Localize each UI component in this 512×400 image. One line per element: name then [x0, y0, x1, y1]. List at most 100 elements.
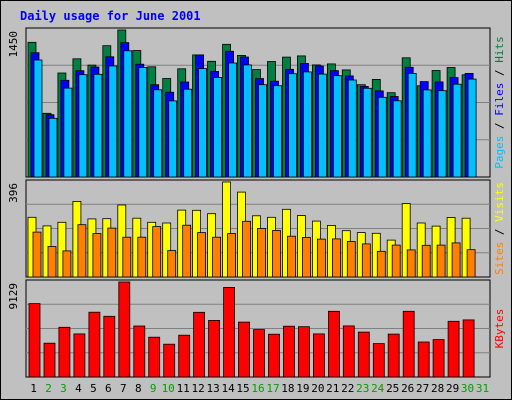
x-tick-label: 25 — [386, 382, 399, 395]
x-tick-label: 16 — [251, 382, 264, 395]
panel-2: 396 Sites / Visits — [7, 179, 506, 278]
panel-3: 9129 KBytes — [7, 279, 506, 378]
bar-kbytes-day-15 — [238, 321, 250, 378]
x-tick-label: 9 — [150, 382, 157, 395]
x-tick-label: 24 — [371, 382, 385, 395]
x-tick-label: 28 — [431, 382, 444, 395]
x-tick-label: 11 — [177, 382, 190, 395]
x-tick-label: 13 — [206, 382, 219, 395]
bar-pages-day-23 — [362, 87, 372, 178]
series-label-files: Files — [493, 83, 506, 116]
bar-sites-day-27 — [421, 244, 431, 278]
bar-visits-day-30 — [461, 217, 471, 278]
panel-series-label: Pages / Files / Hits — [493, 36, 506, 169]
series-label-sites: Sites — [493, 242, 506, 275]
x-tick-label: 31 — [476, 382, 489, 395]
bar-sites-day-6 — [107, 227, 117, 278]
bar-sites-day-10 — [167, 250, 177, 278]
bar-pages-day-29 — [452, 83, 462, 178]
x-tick-label: 3 — [60, 382, 67, 395]
bar-sites-day-15 — [242, 220, 251, 278]
bar-sites-day-4 — [77, 224, 87, 278]
series-label-visits: Visits — [493, 182, 506, 222]
bar-sites-day-22 — [346, 241, 356, 278]
bar-kbytes-day-8 — [133, 325, 146, 378]
bar-pages-day-3 — [63, 87, 73, 178]
bar-sites-day-14 — [227, 233, 237, 278]
x-tick-label: 26 — [401, 382, 414, 395]
series-label-pages: Pages — [493, 136, 506, 169]
chart-title: Daily usage for June 2001 — [20, 9, 201, 23]
bar-pages-day-27 — [422, 89, 432, 178]
bar-pages-day-25 — [392, 100, 402, 178]
bar-pages-day-16 — [258, 84, 267, 178]
bar-kbytes-day-1 — [28, 303, 41, 378]
bar-visits-day-3 — [57, 221, 67, 278]
x-tick-label: 14 — [221, 382, 235, 395]
bar-kbytes-day-11 — [178, 334, 191, 378]
panel-series-label: KBytes — [493, 309, 506, 349]
x-tick-label: 12 — [191, 382, 204, 395]
x-tick-label: 2 — [45, 382, 52, 395]
bar-pages-day-22 — [347, 79, 357, 178]
bar-kbytes-day-29 — [447, 320, 460, 378]
bar-sites-day-24 — [376, 250, 386, 278]
bar-kbytes-day-12 — [193, 311, 206, 378]
label-separator: / — [493, 116, 506, 136]
series-label-kbytes: KBytes — [493, 309, 506, 349]
bar-sites-day-12 — [197, 232, 207, 278]
x-tick-label: 27 — [416, 382, 429, 395]
bar-sites-day-17 — [272, 230, 281, 278]
bar-visits-day-10 — [162, 222, 172, 278]
x-tick-label: 4 — [75, 382, 82, 395]
x-tick-label: 23 — [356, 382, 369, 395]
bar-sites-day-13 — [212, 236, 222, 278]
bar-kbytes-day-14 — [223, 286, 236, 378]
x-tick-label: 17 — [266, 382, 279, 395]
x-tick-label: 20 — [311, 382, 324, 395]
chart-panels: 1450 Pages / Files / Hits 396 Sites / Visit… — [7, 27, 506, 378]
bar-pages-day-11 — [183, 88, 193, 178]
bar-pages-day-5 — [93, 73, 103, 178]
bar-pages-day-10 — [168, 100, 178, 178]
bar-pages-day-6 — [108, 65, 118, 178]
bar-kbytes-day-19 — [297, 326, 310, 378]
bar-kbytes-day-6 — [103, 315, 116, 378]
bar-pages-day-9 — [153, 89, 163, 178]
bar-kbytes-day-9 — [148, 336, 161, 378]
bar-kbytes-day-20 — [312, 333, 325, 378]
x-tick-label: 6 — [105, 382, 112, 395]
bar-sites-day-26 — [406, 249, 416, 278]
bar-kbytes-day-2 — [43, 342, 56, 378]
bar-sites-day-28 — [436, 244, 446, 278]
bar-sites-day-16 — [257, 228, 266, 278]
bar-sites-day-5 — [92, 233, 102, 278]
bar-kbytes-day-17 — [268, 333, 280, 378]
panel-series-label: Sites / Visits — [493, 182, 506, 275]
bar-pages-day-30 — [467, 78, 477, 178]
bar-pages-day-2 — [48, 117, 58, 178]
bar-kbytes-day-7 — [118, 281, 131, 378]
bar-pages-day-8 — [138, 67, 148, 178]
x-tick-label: 29 — [446, 382, 459, 395]
bar-kbytes-day-21 — [327, 310, 340, 378]
bar-sites-day-20 — [316, 238, 326, 278]
y-max-label: 396 — [7, 183, 20, 203]
bar-kbytes-day-4 — [73, 333, 86, 378]
bar-pages-day-13 — [213, 77, 223, 178]
bar-pages-day-1 — [33, 59, 43, 178]
bar-visits-day-26 — [401, 203, 411, 278]
y-max-label: 9129 — [7, 283, 20, 310]
bar-kbytes-day-3 — [58, 326, 71, 378]
bar-pages-day-14 — [228, 62, 238, 178]
bar-kbytes-day-24 — [372, 343, 385, 378]
bar-sites-day-30 — [466, 249, 476, 278]
bar-pages-day-4 — [78, 74, 88, 178]
bar-sites-day-21 — [331, 238, 341, 278]
bar-pages-day-24 — [377, 96, 387, 178]
bar-sites-day-29 — [451, 242, 461, 278]
x-tick-label: 30 — [461, 382, 474, 395]
x-axis-labels: 1 2 3 4 5 6 7 8 9 10 11 12 13 14 15 16 17 18 19 20 21 22 23 24 2… — [30, 382, 489, 395]
bar-sites-day-3 — [62, 250, 72, 278]
